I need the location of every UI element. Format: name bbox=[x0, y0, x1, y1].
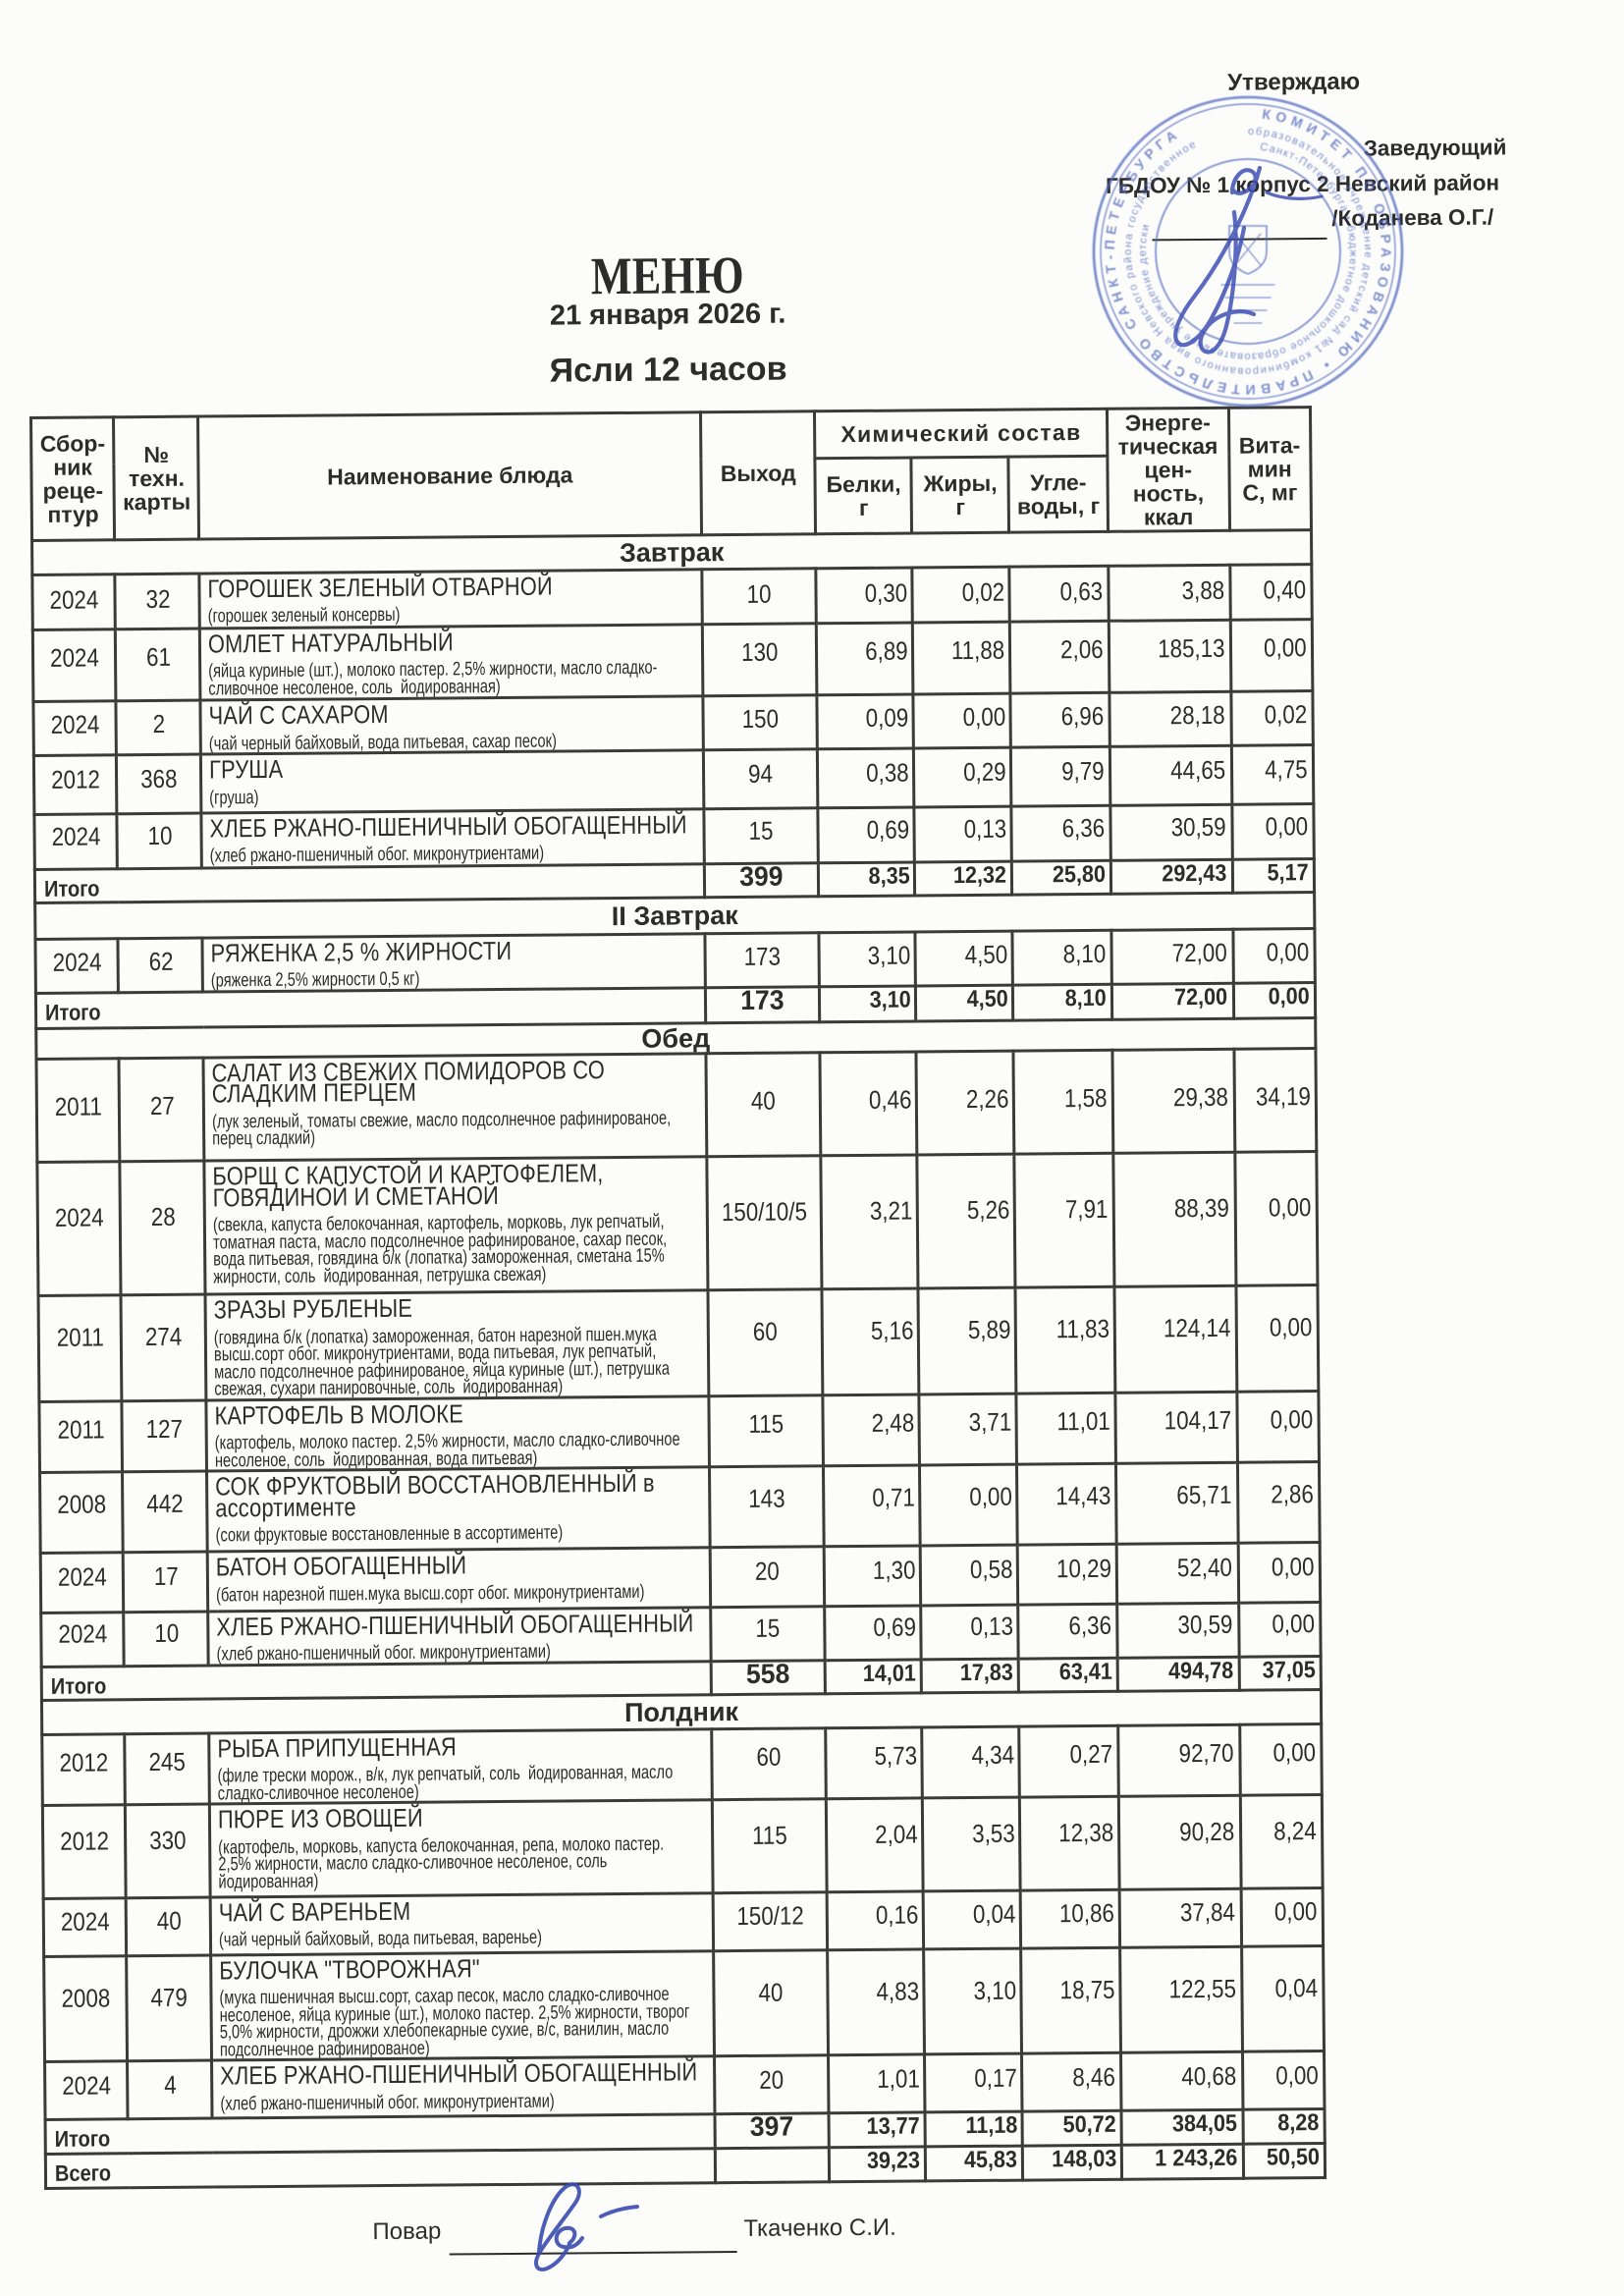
svg-text:Санкт-Петербурга • бюджетное д: Санкт-Петербурга • бюджетное дошкольное … bbox=[1137, 141, 1359, 362]
svg-text:образовательное учреждение дет: образовательное учреждение детский сад №… bbox=[1122, 126, 1374, 377]
